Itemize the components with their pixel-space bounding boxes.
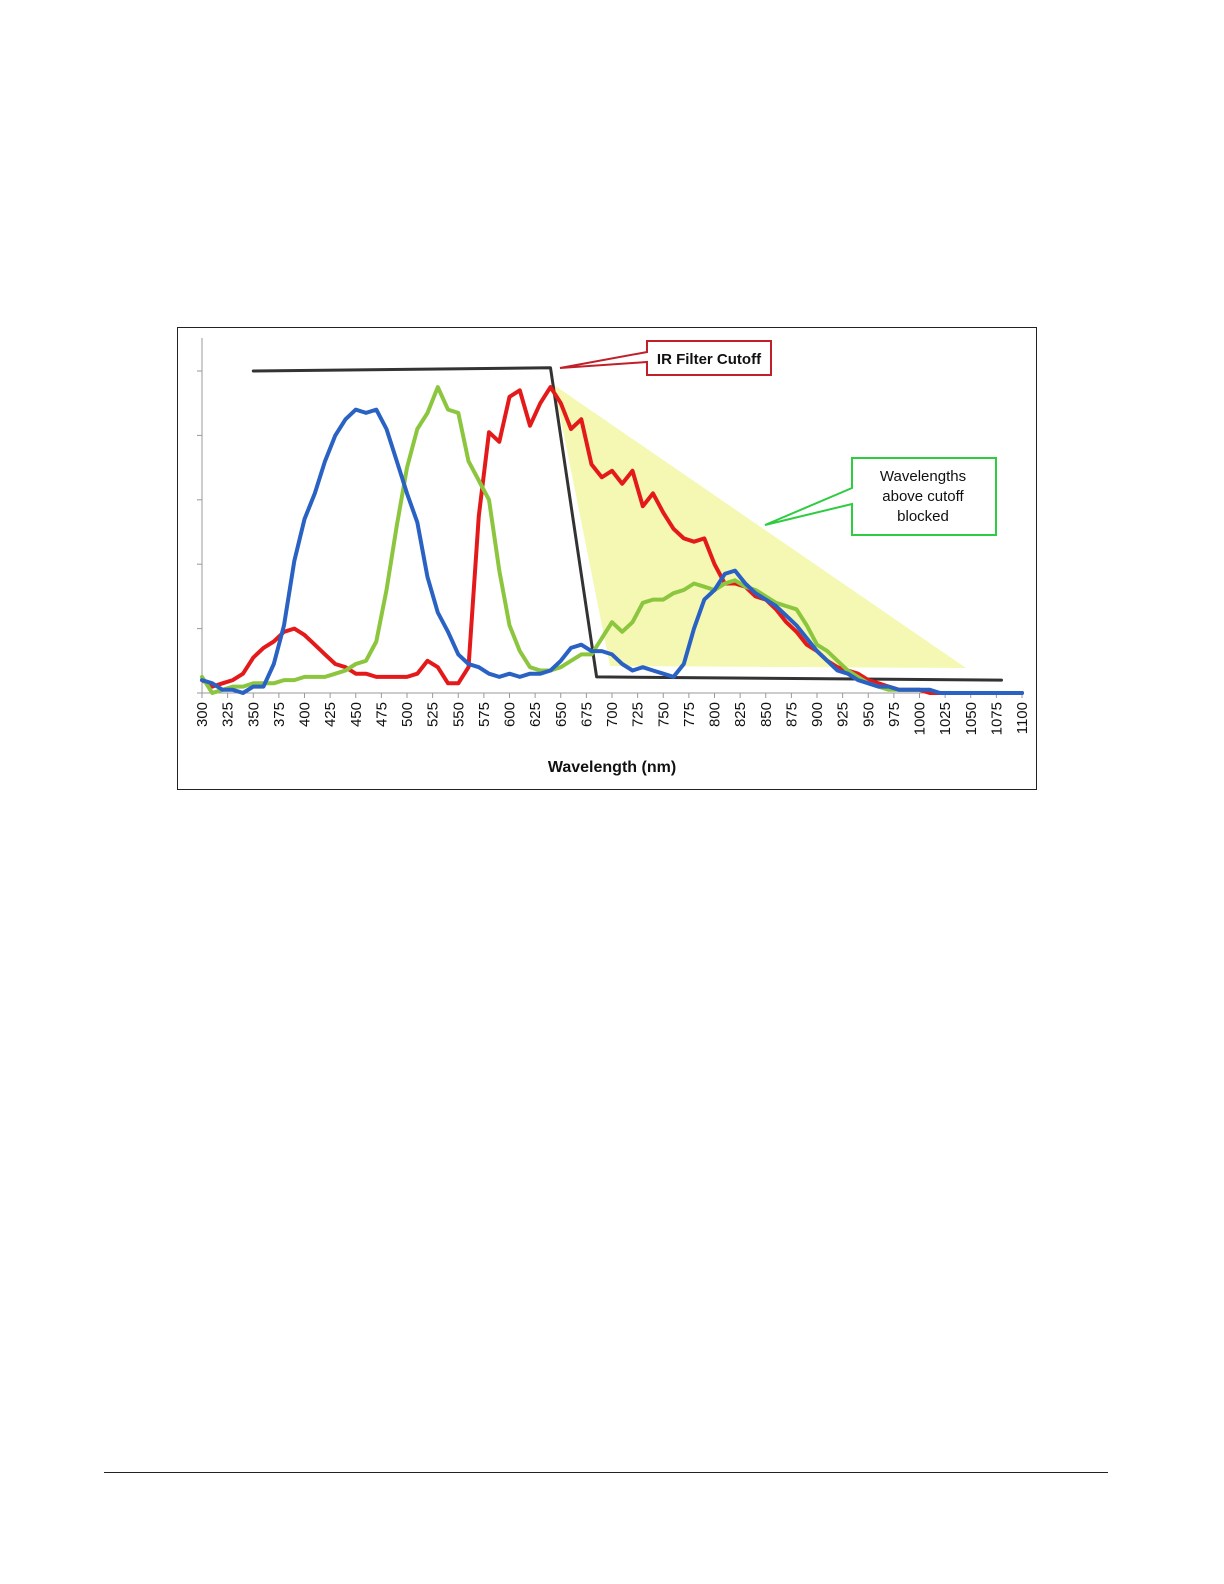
x-tick-label: 1075 bbox=[988, 702, 1005, 735]
wavelengths-callout-box bbox=[764, 457, 997, 536]
y-axis-ticks bbox=[197, 370, 202, 694]
x-tick-label: 400 bbox=[297, 702, 314, 727]
x-tick-label: 650 bbox=[553, 702, 570, 727]
ir-filter-callout: IR Filter Cutoff bbox=[559, 340, 772, 376]
x-tick-label: 450 bbox=[348, 702, 365, 727]
series-layer bbox=[200, 366, 1024, 695]
x-tick-label: 550 bbox=[450, 702, 467, 727]
x-axis-ticks: 300 325 350 375 400 425 450 475 500 525 550 575 600 6… bbox=[194, 693, 1031, 735]
x-tick-label: 950 bbox=[860, 702, 877, 727]
x-tick-label: 875 bbox=[783, 702, 800, 727]
x-tick-label: 525 bbox=[425, 702, 442, 727]
x-tick-label: 350 bbox=[245, 702, 262, 727]
blocked-region bbox=[554, 385, 966, 668]
x-tick-label: 325 bbox=[220, 702, 237, 727]
green-response-line bbox=[200, 385, 922, 695]
x-tick-label: 725 bbox=[630, 702, 647, 727]
wavelengths-callout-line-1: Wavelengths bbox=[880, 468, 966, 485]
ir-filter-line bbox=[251, 366, 1003, 682]
x-tick-label: 825 bbox=[732, 702, 749, 727]
x-tick-label: 850 bbox=[758, 702, 775, 727]
x-tick-label: 300 bbox=[194, 702, 211, 727]
x-tick-label: 475 bbox=[373, 702, 390, 727]
x-tick-label: 425 bbox=[322, 702, 339, 727]
x-tick-label: 625 bbox=[527, 702, 544, 727]
x-tick-label: 375 bbox=[271, 702, 288, 727]
x-tick-label: 700 bbox=[604, 702, 621, 727]
ir-callout-text: IR Filter Cutoff bbox=[657, 351, 762, 368]
x-tick-label: 900 bbox=[809, 702, 826, 727]
x-tick-label: 750 bbox=[655, 702, 672, 727]
x-tick-label: 1100 bbox=[1014, 702, 1031, 734]
chart-svg: 300 325 350 375 400 425 450 475 500 525 550 575 600 6… bbox=[194, 338, 1031, 776]
spectral-response-chart: 300 325 350 375 400 425 450 475 500 525 550 575 600 6… bbox=[177, 327, 1037, 790]
wavelengths-callout: Wavelengths above cutoff blocked bbox=[764, 457, 997, 536]
wavelengths-callout-line-2: above cutoff bbox=[882, 488, 964, 505]
x-tick-label: 1000 bbox=[912, 702, 929, 735]
x-tick-label: 800 bbox=[707, 702, 724, 727]
blue-response-line bbox=[200, 407, 1024, 695]
x-tick-label: 500 bbox=[399, 702, 416, 727]
ir-callout-box bbox=[559, 340, 772, 376]
x-tick-label: 1025 bbox=[937, 702, 954, 735]
x-tick-label: 975 bbox=[886, 702, 903, 727]
x-tick-label: 925 bbox=[835, 702, 852, 727]
x-tick-label: 575 bbox=[476, 702, 493, 727]
x-tick-label: 675 bbox=[578, 702, 595, 727]
x-tick-label: 1050 bbox=[963, 702, 980, 735]
wavelengths-callout-line-3: blocked bbox=[897, 508, 949, 525]
x-axis-label: Wavelength (nm) bbox=[548, 759, 676, 776]
footer-rule bbox=[104, 1472, 1108, 1473]
x-tick-label: 600 bbox=[502, 702, 519, 727]
x-tick-label: 775 bbox=[681, 702, 698, 727]
